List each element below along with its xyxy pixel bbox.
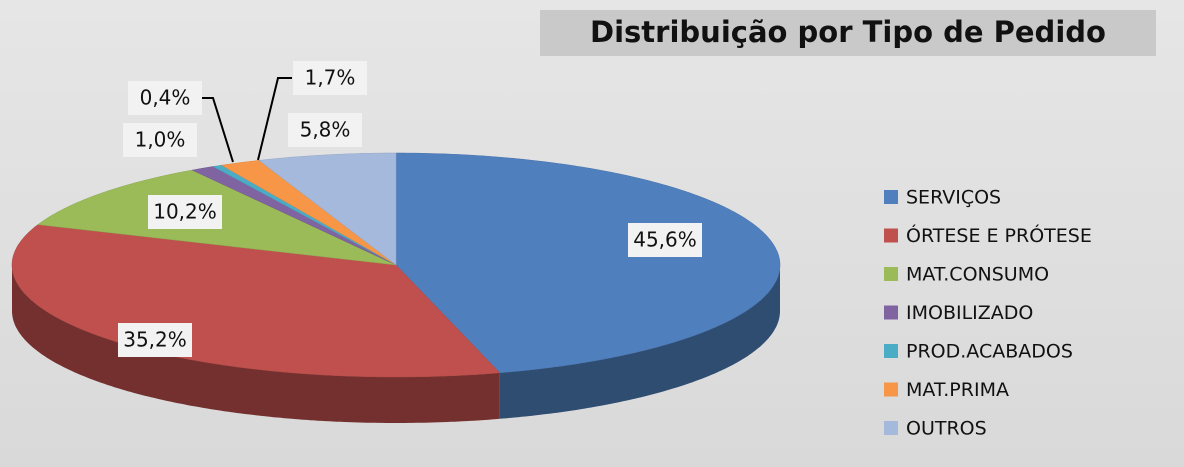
data-labels: 45,6% 35,2% 10,2% 1,0% 0,4% 1,7% 5,8% bbox=[118, 61, 702, 357]
data-label-box bbox=[288, 113, 362, 147]
legend-swatch bbox=[884, 421, 898, 435]
data-label-box bbox=[123, 123, 197, 157]
title-box bbox=[540, 10, 1156, 56]
slice bbox=[220, 160, 397, 266]
legend-swatch bbox=[884, 228, 898, 243]
legend-label: MAT.CONSUMO bbox=[906, 264, 1049, 286]
data-label-box bbox=[128, 81, 202, 115]
slice bbox=[395, 152, 781, 374]
data-label: 1,0% bbox=[135, 128, 186, 152]
pie bbox=[11, 152, 781, 423]
chart-title: Distribuição por Tipo de Pedido bbox=[590, 15, 1106, 49]
leader-line bbox=[200, 97, 234, 163]
legend-label: SERVIÇOS bbox=[906, 187, 1001, 209]
slice bbox=[191, 166, 397, 266]
slice bbox=[258, 152, 397, 266]
legend-label: PROD.ACABADOS bbox=[906, 341, 1073, 363]
legend-swatch bbox=[884, 190, 898, 204]
data-label: 5,8% bbox=[300, 118, 351, 142]
data-label-box bbox=[118, 323, 192, 357]
legend-swatch bbox=[884, 344, 898, 358]
legend-label: ÓRTESE E PRÓTESE bbox=[906, 223, 1092, 247]
data-label-box bbox=[293, 61, 367, 95]
legend-swatch bbox=[884, 382, 898, 397]
data-label-box bbox=[628, 223, 702, 257]
slice-side bbox=[499, 265, 780, 419]
legend-label: OUTROS bbox=[906, 418, 987, 440]
legend-swatch bbox=[884, 305, 898, 320]
legend-label: MAT.PRIMA bbox=[906, 379, 1009, 401]
leader-line bbox=[257, 77, 292, 161]
slice-side bbox=[12, 265, 500, 423]
legend: SERVIÇOS ÓRTESE E PRÓTESE MAT.CONSUMO IMOBI… bbox=[884, 187, 1092, 440]
data-label: 35,2% bbox=[123, 328, 187, 352]
data-label: 0,4% bbox=[140, 86, 191, 110]
data-label: 1,7% bbox=[305, 66, 356, 90]
data-label: 45,6% bbox=[633, 228, 697, 252]
data-label-box bbox=[148, 195, 222, 229]
legend-label: IMOBILIZADO bbox=[906, 302, 1033, 324]
data-label: 10,2% bbox=[153, 200, 217, 224]
legend-swatch bbox=[884, 267, 898, 281]
